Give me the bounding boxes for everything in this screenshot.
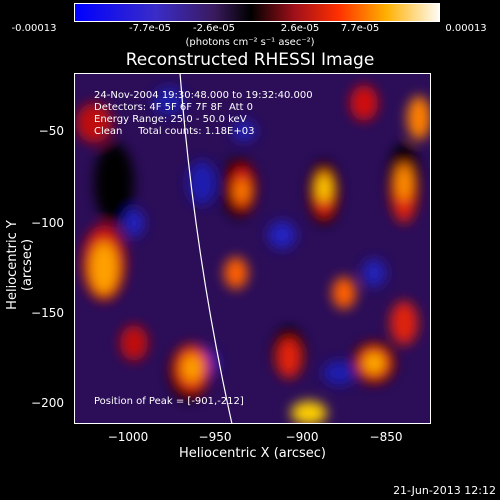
- colorbar-tick: -0.00013: [11, 23, 57, 34]
- detectors-label: Detectors: 4F 5F 6F 7F 8F Att 0: [94, 102, 254, 113]
- page-title: Reconstructed RHESSI Image: [125, 50, 375, 70]
- energy-range-label: Energy Range: 25.0 - 50.0 keV: [94, 114, 247, 125]
- rhessi-image: [74, 73, 431, 424]
- colorbar-unit: (photons cm⁻² s⁻¹ asec⁻²): [185, 37, 315, 48]
- time-range-label: 24-Nov-2004 19:30:48.000 to 19:32:40.000: [94, 90, 313, 101]
- y-axis-label: Heliocentric Y (arcsec): [5, 220, 35, 310]
- colorbar-tick: 2.6e-05: [280, 23, 320, 34]
- colorbar-tick: 0.00013: [445, 23, 487, 34]
- colorbar-gradient: [74, 3, 440, 22]
- y-tick-label: −200: [31, 396, 64, 410]
- timestamp: 21-Jun-2013 12:12: [393, 484, 496, 497]
- y-tick-label: −100: [31, 216, 64, 230]
- rhessi-image-map: [74, 73, 431, 424]
- colorbar-tick: 7.7e-05: [340, 23, 380, 34]
- x-axis-label: Heliocentric X (arcsec): [179, 446, 326, 461]
- x-tick-label: −900: [285, 430, 319, 444]
- peak-position-label: Position of Peak = [-901,-212]: [94, 396, 244, 407]
- colorbar-tick: -2.6e-05: [193, 23, 235, 34]
- x-tick-label: −1000: [107, 430, 149, 444]
- plot-frame: [74, 73, 431, 424]
- counts-label: Clean Total counts: 1.18E+03: [94, 126, 255, 137]
- colorbar-tick: -7.7e-05: [129, 23, 171, 34]
- x-tick-label: −850: [369, 430, 403, 444]
- x-tick-label: −950: [198, 430, 232, 444]
- y-tick-label: −50: [38, 124, 64, 138]
- y-tick-label: −150: [31, 306, 64, 320]
